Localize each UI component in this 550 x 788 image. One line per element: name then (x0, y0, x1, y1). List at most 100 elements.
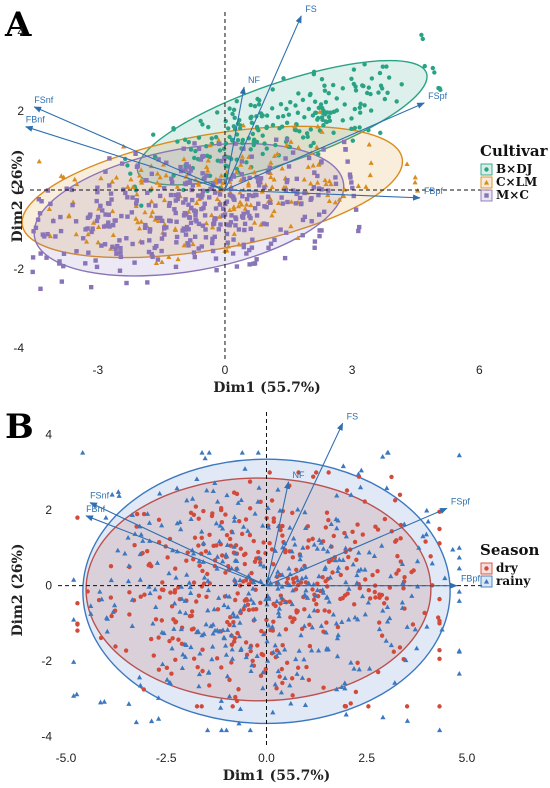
data-point (385, 449, 391, 455)
data-point (258, 600, 263, 605)
data-point (248, 202, 254, 208)
data-point (209, 513, 215, 519)
data-point (183, 197, 188, 202)
data-point (59, 279, 65, 284)
data-point (255, 499, 261, 504)
data-point (350, 561, 356, 567)
data-point (308, 180, 314, 186)
data-point (98, 635, 104, 641)
data-point (113, 246, 118, 252)
data-point (80, 236, 86, 241)
data-point (283, 156, 288, 161)
data-point (236, 687, 241, 692)
data-point (428, 554, 433, 559)
data-point (42, 234, 47, 239)
data-point (237, 189, 243, 195)
data-point (352, 539, 358, 545)
data-point (356, 549, 362, 555)
data-point (96, 205, 102, 211)
data-point (331, 533, 337, 539)
data-point (203, 227, 208, 232)
data-point (109, 491, 115, 497)
data-point (284, 137, 290, 142)
data-point (36, 158, 42, 164)
data-point (162, 232, 167, 237)
data-point (326, 517, 331, 523)
data-point (265, 524, 272, 530)
data-point (274, 598, 280, 604)
data-point (93, 258, 98, 263)
data-point (342, 685, 348, 691)
data-point (264, 205, 269, 210)
data-point (284, 660, 290, 666)
data-point (294, 176, 299, 182)
data-point (217, 141, 222, 147)
data-point (456, 598, 462, 603)
data-point (385, 90, 390, 96)
data-point (125, 163, 130, 168)
data-point (292, 123, 298, 129)
data-point (192, 234, 198, 239)
data-point (95, 214, 101, 220)
data-point (456, 670, 462, 676)
data-point (264, 113, 270, 118)
data-point (209, 656, 215, 662)
data-point (223, 652, 229, 657)
data-point (368, 108, 374, 113)
data-point (75, 515, 80, 520)
data-point (155, 257, 161, 262)
data-point (231, 620, 236, 625)
data-point (227, 622, 232, 628)
data-point (166, 570, 172, 576)
data-point (259, 651, 264, 657)
data-point (338, 572, 343, 578)
data-point (260, 133, 265, 138)
data-point (75, 628, 80, 633)
data-point (190, 550, 197, 556)
data-point (236, 227, 242, 232)
data-point (103, 212, 108, 217)
data-point (358, 566, 364, 572)
data-point (303, 574, 309, 580)
data-point (280, 680, 285, 686)
data-point (181, 146, 186, 151)
data-point (175, 196, 180, 202)
data-point (167, 200, 172, 206)
data-point (233, 216, 239, 222)
data-point (183, 167, 188, 172)
data-point (437, 541, 442, 546)
x-axis-title: Dim1 (55.7%) (223, 768, 331, 784)
data-point (348, 701, 353, 706)
data-point (252, 261, 258, 266)
data-point (200, 188, 206, 194)
x-tick-label: 0 (222, 363, 229, 377)
data-point (138, 531, 144, 537)
data-point (294, 610, 299, 615)
data-point (309, 219, 314, 224)
data-point (311, 474, 316, 479)
data-point (191, 626, 196, 631)
data-point (301, 623, 307, 629)
data-point (265, 505, 271, 511)
data-point (247, 727, 253, 733)
data-point (386, 75, 392, 80)
data-point (346, 586, 352, 591)
data-point (288, 199, 294, 204)
data-point (281, 76, 286, 81)
data-point (286, 164, 292, 169)
data-point (210, 488, 216, 494)
data-point (317, 109, 323, 114)
data-point (217, 178, 222, 183)
data-point (223, 570, 228, 575)
data-point (239, 154, 245, 159)
data-point (214, 268, 219, 273)
data-point (310, 536, 315, 542)
data-point (200, 568, 205, 574)
data-point (450, 546, 456, 552)
data-point (331, 130, 336, 135)
data-point (263, 550, 268, 556)
data-point (296, 470, 301, 475)
data-point (216, 227, 222, 232)
data-point (191, 580, 197, 585)
data-point (199, 206, 204, 212)
